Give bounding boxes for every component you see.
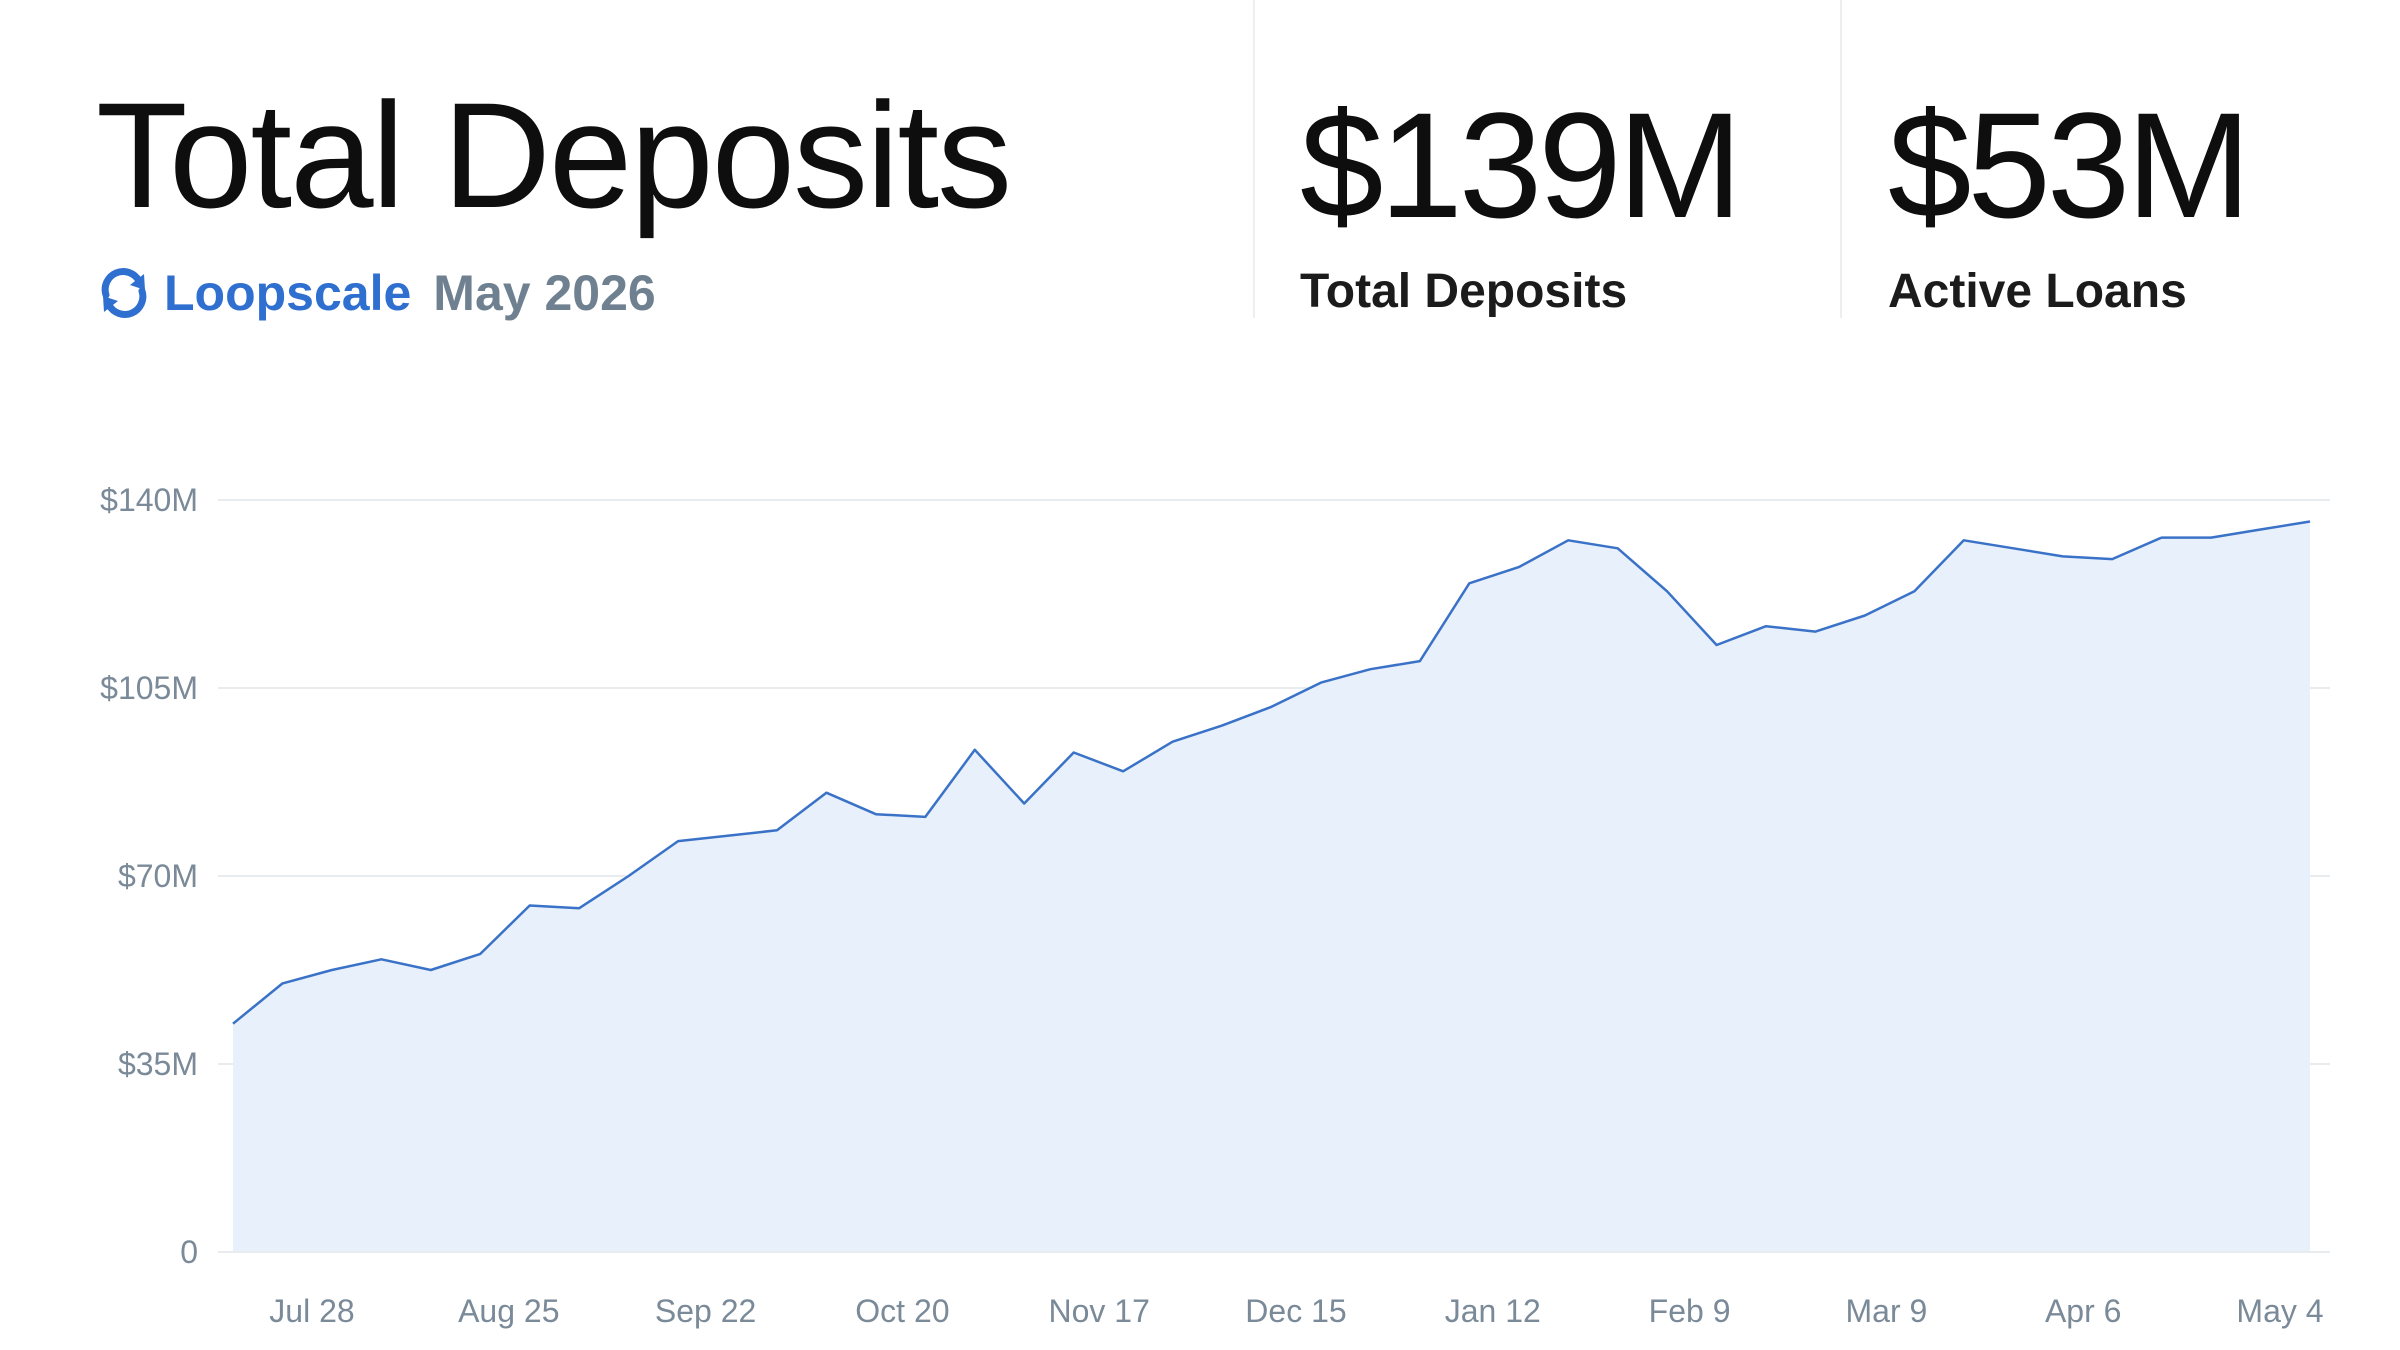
y-tick-label: $105M (100, 670, 198, 706)
area-fill (233, 521, 2310, 1252)
stat-active-loans: $53M Active Loans (1888, 81, 2251, 318)
x-tick-label: Feb 9 (1649, 1293, 1731, 1329)
report-date: May 2026 (433, 265, 656, 321)
series-line (232, 520, 2311, 1025)
stat-divider (1253, 0, 1255, 318)
y-tick-label: $140M (100, 482, 198, 518)
stat-total-deposits: $139M Total Deposits (1300, 81, 1743, 318)
y-tick-label: $35M (118, 1046, 198, 1082)
stat-label: Active Loans (1888, 265, 2187, 318)
stat-value: $139M (1300, 81, 1743, 249)
page-title: Total Deposits (96, 71, 1012, 239)
stat-value: $53M (1888, 81, 2251, 249)
x-tick-label: Jan 12 (1445, 1293, 1541, 1329)
x-tick-label: Oct 20 (855, 1293, 949, 1329)
brand-row: Loopscale May 2026 (96, 258, 656, 328)
y-tick-label: 0 (180, 1234, 198, 1270)
brand-name: Loopscale (164, 265, 412, 321)
x-tick-label: Jul 28 (269, 1293, 354, 1329)
loop-arrows-icon (96, 265, 152, 321)
x-tick-label: Aug 25 (458, 1293, 559, 1329)
x-tick-label: Sep 22 (655, 1293, 756, 1329)
stat-divider (1840, 0, 1842, 318)
y-tick-label: $70M (118, 858, 198, 894)
brand[interactable]: Loopscale (96, 264, 411, 322)
x-tick-label: Dec 15 (1245, 1293, 1346, 1329)
header: Total Deposits Loopscale May 2026 $139M … (0, 0, 2400, 321)
x-tick-label: Nov 17 (1049, 1293, 1150, 1329)
stat-label: Total Deposits (1300, 265, 1628, 318)
x-tick-label: Mar 9 (1846, 1293, 1928, 1329)
x-tick-label: Apr 6 (2045, 1293, 2121, 1329)
x-tick-label: May 4 (2236, 1293, 2323, 1329)
